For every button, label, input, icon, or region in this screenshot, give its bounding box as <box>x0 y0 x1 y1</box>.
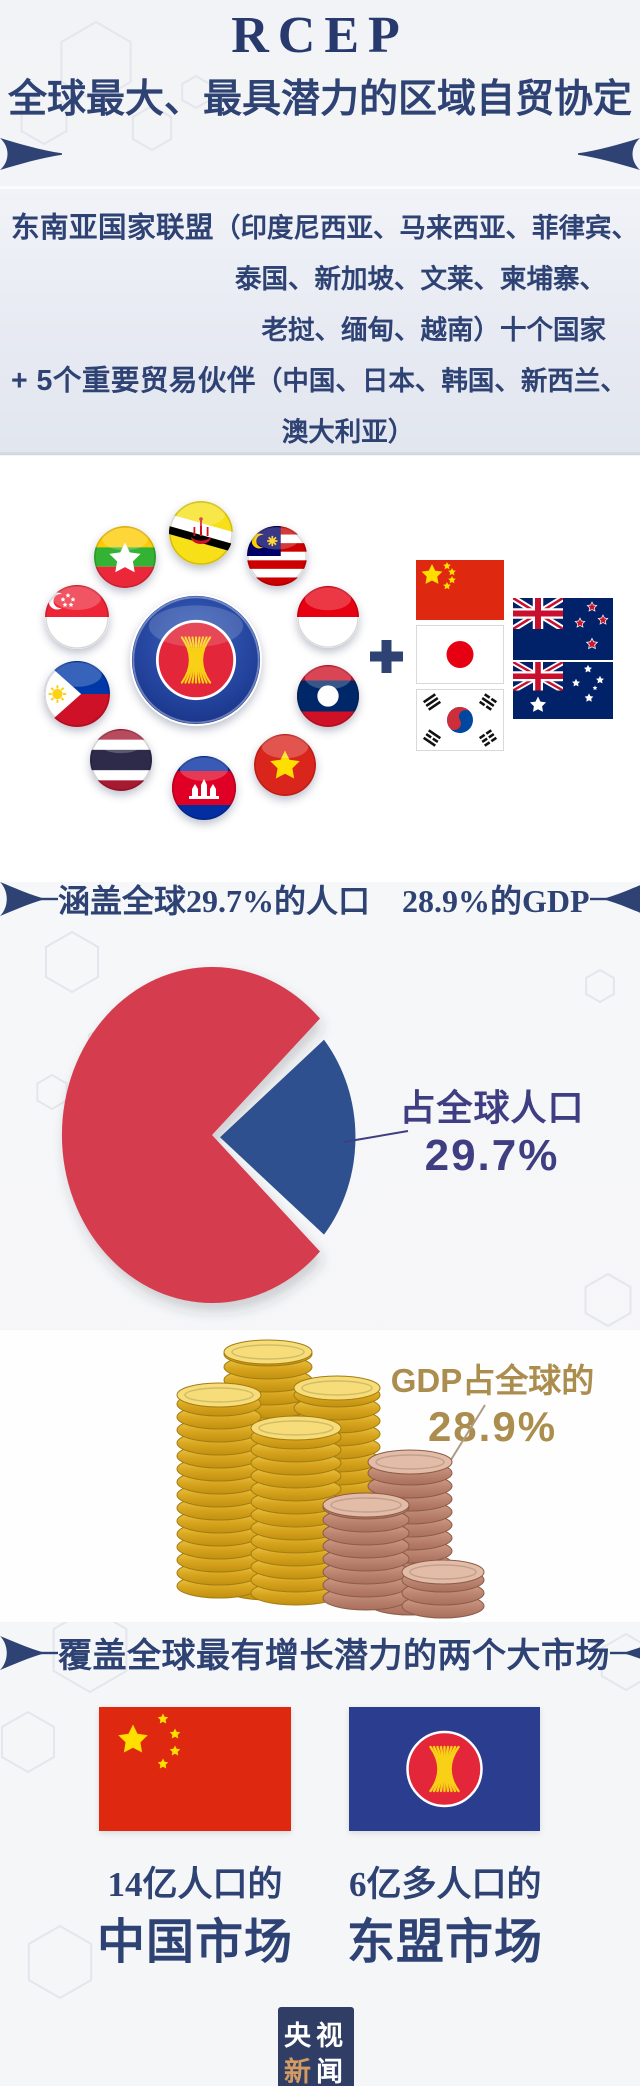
china-market-label: 中国市场 <box>96 1916 293 1969</box>
asean-name: 东南亚国家联盟 <box>11 212 215 244</box>
page-subtitle: 全球最大、最具潜力的区域自贸协定 <box>7 78 632 121</box>
flag-laos-icon <box>297 665 359 727</box>
heading-wing-left-icon <box>0 1635 58 1671</box>
markets-heading: 覆盖全球最有增长潜力的两个大市场 <box>0 1628 640 1677</box>
pie-value: 29.7% <box>424 1131 560 1180</box>
partners-label: + 5个重要贸易伙伴 <box>11 365 256 397</box>
flag-thailand-icon <box>90 729 152 791</box>
gdp-callout-line <box>448 1404 486 1464</box>
flag-vietnam-icon <box>254 734 316 796</box>
gdp-callout: GDP占全球的 28.9% <box>370 1360 615 1452</box>
cctv-news-logo: 央视 新闻 <box>278 2007 354 2086</box>
heading-wing-right-icon <box>589 881 640 917</box>
flag-malaysia-icon <box>247 526 307 586</box>
partners-line2: 澳大利亚） <box>281 417 415 447</box>
page-title: RCEP <box>231 7 409 64</box>
asean-members-line2: 泰国、新加坡、文莱、柬埔寨、 <box>235 264 606 294</box>
asean-emblem-icon <box>130 594 262 726</box>
plus-icon <box>370 640 403 673</box>
flag-japan-icon <box>416 625 504 684</box>
asean-members-line1: 东南亚国家联盟（印度尼西亚、马来西亚、菲律宾、 <box>11 212 639 244</box>
flag-australia-icon <box>513 662 613 719</box>
ribbon-wing-left-icon <box>0 137 62 171</box>
flag-south-korea-icon <box>416 689 504 751</box>
ribbon-wing-right-icon <box>578 137 640 171</box>
population-gdp-heading: 涵盖全球29.7%的人口 28.9%的GDP <box>0 876 640 922</box>
asean-market-label: 东盟市场 <box>346 1916 543 1969</box>
asean-caption: 6亿多人口的 <box>349 1865 542 1904</box>
logo-row2: 新闻 <box>284 2057 348 2086</box>
gdp-value: 28.9% <box>427 1403 558 1450</box>
flag-philippines-icon <box>44 661 110 727</box>
pie-slice-other <box>61 967 320 1303</box>
coin-stacks-illustration <box>176 1339 486 1619</box>
pie-label: 占全球人口 <box>399 1087 585 1128</box>
members-panel: 东南亚国家联盟（印度尼西亚、马来西亚、菲律宾、 泰国、新加坡、文莱、柬埔寨、 老… <box>0 186 640 454</box>
flag-china-icon <box>416 560 504 620</box>
gdp-label: GDP占全球的 <box>390 1362 595 1399</box>
heading-wing-right-icon <box>610 1635 640 1671</box>
china-caption: 14亿人口的 <box>107 1865 283 1904</box>
flag-singapore-icon <box>45 585 109 649</box>
partners-line1: + 5个重要贸易伙伴（中国、日本、韩国、新西兰、 <box>11 365 627 397</box>
flag-myanmar-icon <box>94 526 156 588</box>
flag-brunei-icon <box>169 501 233 565</box>
population-pie-chart <box>61 967 409 1303</box>
logo-row1: 央视 <box>284 2021 348 2051</box>
asean-flag <box>349 1707 540 1831</box>
pie-callout-line <box>343 1130 409 1143</box>
china-flag <box>99 1707 291 1831</box>
asean-members-line3: 老挝、缅甸、越南）十个国家 <box>261 315 607 345</box>
flag-indonesia-icon <box>297 586 359 648</box>
heading-wing-left-icon <box>0 881 58 917</box>
flag-new-zealand-icon <box>513 598 613 660</box>
flag-cambodia-icon <box>172 756 236 820</box>
pie-callout: 占全球人口 29.7% <box>392 1086 592 1182</box>
pie-slice-population <box>220 1039 356 1235</box>
